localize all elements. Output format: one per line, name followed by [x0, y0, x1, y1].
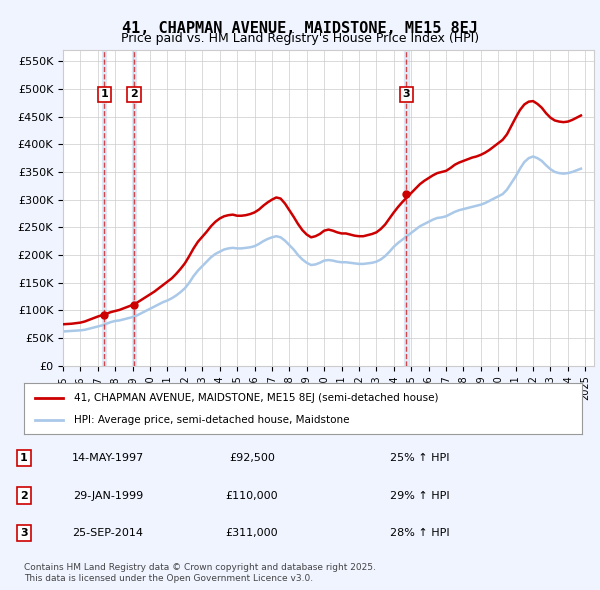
Text: £110,000: £110,000 — [226, 491, 278, 500]
Text: Contains HM Land Registry data © Crown copyright and database right 2025.
This d: Contains HM Land Registry data © Crown c… — [24, 563, 376, 583]
Text: 3: 3 — [20, 529, 28, 538]
Text: 2: 2 — [20, 491, 28, 500]
Text: 28% ↑ HPI: 28% ↑ HPI — [390, 529, 449, 538]
Text: £92,500: £92,500 — [229, 453, 275, 463]
Text: 2: 2 — [130, 89, 138, 99]
Text: £311,000: £311,000 — [226, 529, 278, 538]
Text: 25% ↑ HPI: 25% ↑ HPI — [390, 453, 449, 463]
Text: 29-JAN-1999: 29-JAN-1999 — [73, 491, 143, 500]
Text: 29% ↑ HPI: 29% ↑ HPI — [390, 491, 449, 500]
Text: 14-MAY-1997: 14-MAY-1997 — [72, 453, 144, 463]
Text: 1: 1 — [100, 89, 108, 99]
Bar — [132, 50, 136, 366]
Text: 41, CHAPMAN AVENUE, MAIDSTONE, ME15 8EJ: 41, CHAPMAN AVENUE, MAIDSTONE, ME15 8EJ — [122, 21, 478, 35]
Text: 25-SEP-2014: 25-SEP-2014 — [73, 529, 143, 538]
Bar — [102, 50, 106, 366]
Bar — [404, 50, 409, 366]
Text: HPI: Average price, semi-detached house, Maidstone: HPI: Average price, semi-detached house,… — [74, 415, 350, 425]
Text: Price paid vs. HM Land Registry's House Price Index (HPI): Price paid vs. HM Land Registry's House … — [121, 32, 479, 45]
Text: 1: 1 — [20, 453, 28, 463]
Text: 3: 3 — [403, 89, 410, 99]
Text: 41, CHAPMAN AVENUE, MAIDSTONE, ME15 8EJ (semi-detached house): 41, CHAPMAN AVENUE, MAIDSTONE, ME15 8EJ … — [74, 392, 439, 402]
